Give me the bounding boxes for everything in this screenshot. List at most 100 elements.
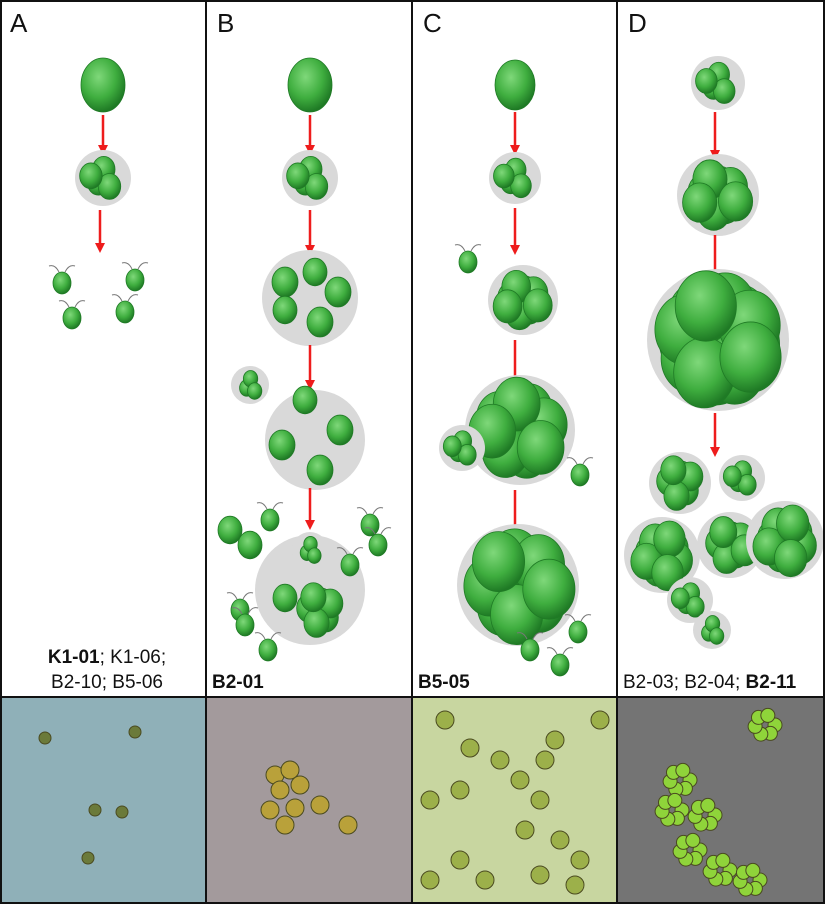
strain-label: B2-01 <box>212 670 264 695</box>
flagella <box>231 607 259 615</box>
strain-bold: B2-01 <box>212 672 264 693</box>
flagella <box>121 262 149 270</box>
cell <box>520 638 540 662</box>
flagella <box>256 502 284 510</box>
cell <box>670 587 690 610</box>
microscopy-cell <box>38 731 52 745</box>
microscopy-cell <box>310 795 330 815</box>
cell <box>360 513 380 537</box>
cell <box>324 276 352 308</box>
cell <box>458 250 478 274</box>
microscopy-cell <box>260 800 280 820</box>
cell <box>307 547 322 564</box>
microscopy-cell <box>530 790 550 810</box>
microscopy-cell <box>290 775 310 795</box>
flagella <box>58 300 86 308</box>
flagella <box>226 592 254 600</box>
microscopy-cell <box>81 851 95 865</box>
panel-a: A K1-01; K1-06; B2-10; B5-06 <box>0 0 207 697</box>
panel-letter: C <box>423 8 442 38</box>
microscopy-cell <box>745 862 761 878</box>
cell <box>718 181 754 222</box>
panel-b: B B2-01 <box>207 0 413 697</box>
cell <box>237 530 263 560</box>
cell <box>516 420 565 475</box>
cell <box>306 306 334 338</box>
flagella <box>566 457 594 465</box>
microscopy-cell <box>270 780 290 800</box>
flagella <box>364 527 392 535</box>
flagella <box>564 614 592 622</box>
cell <box>300 582 327 613</box>
cell <box>674 270 737 342</box>
strain-label: B5-05 <box>418 670 470 695</box>
cell <box>306 454 334 486</box>
strain-bold: B5-05 <box>418 672 470 693</box>
cell <box>340 553 360 577</box>
flagella <box>336 547 364 555</box>
microscopy-cell <box>700 797 716 813</box>
cell <box>719 321 782 393</box>
strain-text: B2-10; B5-06 <box>51 672 163 693</box>
microscopy-cell <box>535 750 555 770</box>
cell <box>695 68 718 94</box>
cell <box>737 474 757 496</box>
panel-letter: D <box>628 8 647 38</box>
microscopy-cell <box>760 707 776 723</box>
microscopy-cell <box>570 850 590 870</box>
strain-text: B2-03; B2-04; <box>623 672 746 693</box>
microscopy-cell <box>420 790 440 810</box>
cell <box>303 607 330 638</box>
cell <box>272 295 298 325</box>
micrograph-c <box>413 697 618 904</box>
microscopy-cell <box>338 815 358 835</box>
cell <box>268 429 296 461</box>
flagella <box>454 244 482 252</box>
micrograph-b <box>207 697 413 904</box>
microscopy-cell <box>475 870 495 890</box>
cell <box>97 173 122 200</box>
micrograph-a <box>0 697 207 904</box>
cell <box>80 57 126 113</box>
microscopy-cell <box>715 852 731 868</box>
cell <box>247 382 263 400</box>
strain-bold: K1-01 <box>47 647 100 668</box>
flagella <box>356 507 384 515</box>
flagella <box>48 265 76 273</box>
microscopy-cell <box>550 830 570 850</box>
strain-text: ; K1-06; <box>99 647 167 668</box>
microscopy-cell <box>675 762 691 778</box>
microscopy-cell <box>420 870 440 890</box>
microscopy-cell <box>490 750 510 770</box>
cell <box>494 59 536 111</box>
microscopy-cell <box>545 730 565 750</box>
microscopy-cell <box>590 710 610 730</box>
cell <box>660 455 687 486</box>
cell <box>235 613 255 637</box>
microscopy-cell <box>515 820 535 840</box>
cell <box>258 638 278 662</box>
microscopy-cell <box>565 875 585 895</box>
cell <box>286 162 310 190</box>
panel-letter: A <box>10 8 28 38</box>
panel-d: D B2-03; B2-04; B2-11 <box>618 0 825 697</box>
cell <box>774 539 808 578</box>
cell <box>651 554 684 592</box>
cell <box>272 583 298 613</box>
microscopy-cell <box>280 760 300 780</box>
microscopy-cell <box>450 780 470 800</box>
microscopy-cell <box>115 805 129 819</box>
cell <box>457 444 477 466</box>
micrograph-d <box>618 697 825 904</box>
cell <box>442 435 462 458</box>
cell <box>709 516 738 549</box>
cell <box>62 306 82 330</box>
microscopy-cell <box>510 770 530 790</box>
cell <box>492 289 523 324</box>
cell <box>722 465 742 488</box>
cell <box>271 266 299 298</box>
cell <box>522 288 553 323</box>
microscopy-cell <box>530 865 550 885</box>
cell <box>713 78 736 104</box>
